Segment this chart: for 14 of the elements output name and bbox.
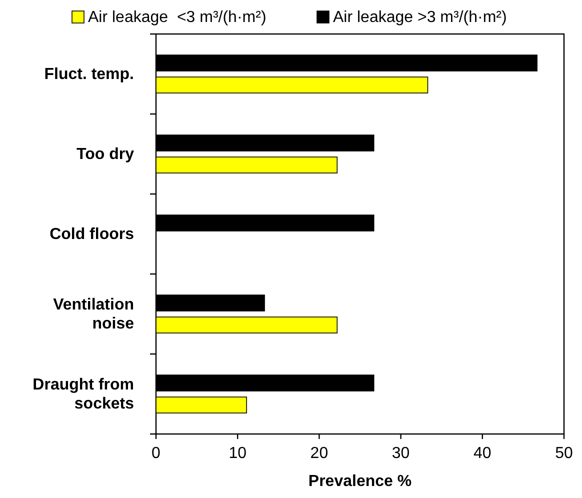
x-tick-label: 20	[310, 445, 328, 462]
y-tick-label: Cold floors	[50, 226, 134, 243]
y-tick-label: Too dry	[76, 146, 134, 163]
x-tick-label: 0	[152, 445, 161, 462]
x-tick-label: 50	[555, 445, 573, 462]
legend-label: Air leakage >3 m³/(h·m²)	[333, 9, 507, 26]
y-tick-label: Ventilation noise	[53, 296, 134, 332]
legend-label: Air leakage <3 m³/(h·m²)	[88, 9, 266, 26]
x-tick-label: 10	[228, 445, 247, 462]
x-tick-label: 30	[392, 445, 410, 462]
y-tick-label: Fluct. temp.	[44, 66, 134, 83]
x-tick-label: 40	[474, 445, 492, 462]
x-axis-title: Prevalence %	[308, 473, 412, 490]
y-tick-label: Draught from sockets	[32, 376, 134, 412]
